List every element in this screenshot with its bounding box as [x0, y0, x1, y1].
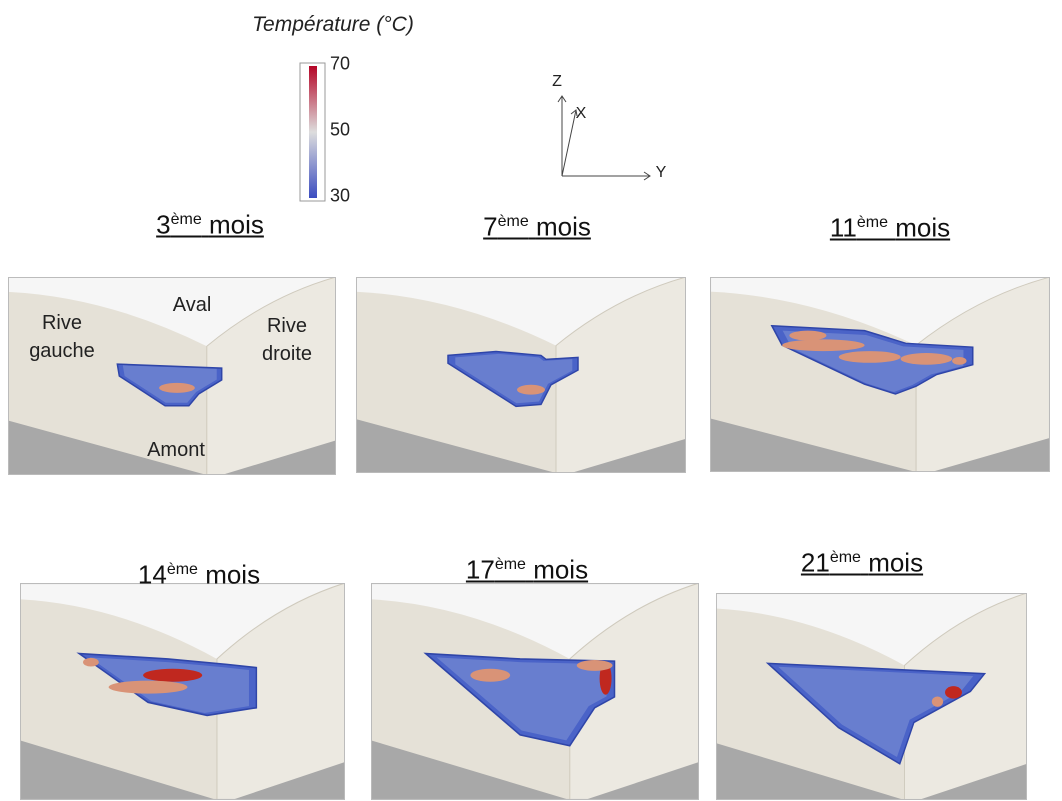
panel-title: 7ème mois — [483, 212, 591, 243]
hot-zone — [599, 662, 612, 695]
concrete-block — [765, 662, 987, 765]
title-word: mois — [895, 212, 951, 243]
frame — [716, 593, 1027, 800]
hot-zone — [83, 657, 99, 667]
ground — [8, 420, 207, 475]
panel — [716, 593, 1027, 800]
frame — [356, 277, 686, 473]
ground — [931, 437, 1050, 472]
title-word: mois — [205, 559, 261, 590]
annotation: Amont — [147, 439, 205, 461]
title-suffix: ème — [170, 210, 202, 228]
frame — [371, 583, 699, 800]
colorbar-tick-label: 50 — [330, 119, 351, 140]
panel-title: 21ème mois — [801, 548, 923, 579]
panel-title: 11ème mois — [830, 213, 950, 244]
concrete-block — [447, 350, 579, 408]
frame — [20, 583, 345, 800]
valley-left — [356, 291, 556, 473]
hot-zone — [470, 668, 511, 682]
colorbar-gradient — [309, 66, 317, 198]
hot-zone — [108, 680, 188, 694]
valley-left — [20, 599, 217, 800]
panel — [20, 583, 345, 800]
valley-right — [216, 583, 345, 800]
hot-zone — [838, 351, 901, 363]
panel-title: 17ème mois — [466, 555, 588, 586]
title-suffix: ème — [494, 555, 526, 573]
valley-right — [569, 583, 699, 800]
panel-title: 3ème mois — [156, 210, 264, 241]
valley-right — [206, 277, 336, 475]
valley-right — [555, 277, 686, 473]
axis-label: X — [575, 105, 587, 122]
hot-zone — [159, 382, 195, 393]
title-suffix: ème — [856, 213, 888, 231]
title-suffix: ème — [497, 212, 529, 230]
axis-label: Y — [655, 164, 667, 181]
title-number: 14 — [137, 559, 167, 590]
annotation: Rive droite — [261, 315, 313, 365]
valley-left — [716, 608, 905, 800]
annotation: Rive gauche — [29, 312, 95, 362]
annotation: Aval — [172, 294, 212, 316]
panel — [710, 277, 1050, 472]
title-suffix: ème — [166, 560, 198, 578]
hot-zone — [517, 384, 545, 395]
panel — [356, 277, 686, 473]
hot-zone — [945, 686, 962, 699]
frame — [710, 277, 1050, 472]
valley-left — [8, 291, 207, 475]
title-word: mois — [208, 209, 264, 240]
valley-left — [371, 599, 570, 800]
title-number: 7 — [483, 211, 498, 242]
axis-label: Z — [552, 73, 562, 90]
title-number: 21 — [800, 547, 830, 578]
title-number: 11 — [829, 212, 857, 243]
hot-zone — [143, 668, 203, 682]
ground — [716, 743, 905, 800]
hot-zone — [931, 696, 944, 707]
colorbar-title: Température (°C) — [252, 13, 414, 36]
valley-right — [904, 593, 1027, 800]
panel — [371, 583, 699, 800]
concrete-interior — [778, 666, 974, 758]
title-suffix: ème — [829, 548, 861, 566]
hot-zone — [789, 330, 827, 341]
hot-zone — [576, 660, 613, 671]
colorbar — [299, 62, 326, 202]
panel — [8, 277, 336, 475]
valley-right — [915, 277, 1050, 472]
hot-zone — [952, 356, 967, 365]
hot-zone — [900, 353, 953, 365]
hot-zone — [782, 339, 865, 352]
frame — [8, 277, 336, 475]
title-word: mois — [868, 547, 924, 578]
axes-triad — [557, 95, 651, 181]
colorbar-tick-label: 30 — [330, 185, 351, 206]
title-number: 17 — [465, 554, 495, 585]
title-number: 3 — [156, 209, 171, 240]
title-word: mois — [533, 554, 589, 585]
colorbar-tick-label: 70 — [330, 53, 351, 74]
panel-title: 14ème mois — [138, 560, 260, 591]
title-word: mois — [535, 211, 591, 242]
